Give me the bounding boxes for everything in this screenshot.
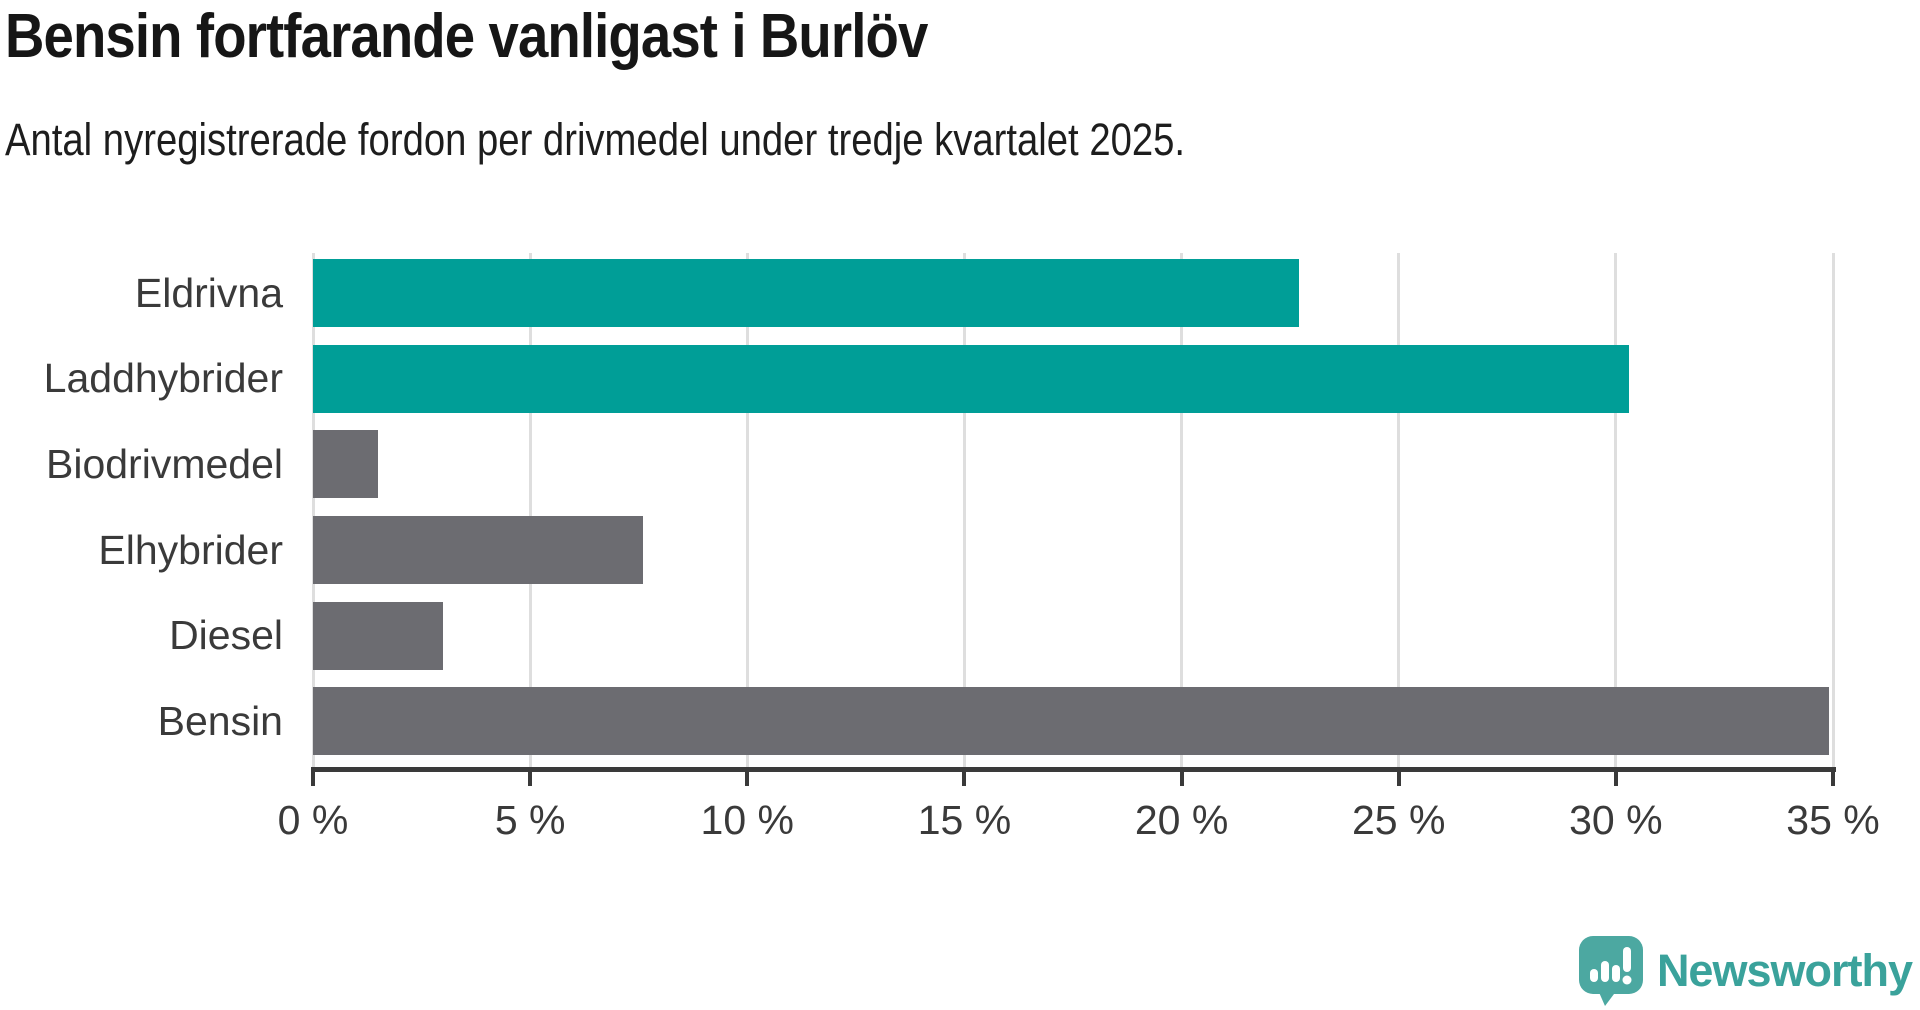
axis-tick: [1179, 772, 1184, 786]
logo-bar-medium: [1611, 965, 1620, 982]
logo-exclamation-stem: [1622, 947, 1631, 972]
gridline: [745, 253, 749, 767]
category-label: Elhybrider: [98, 526, 283, 573]
gridline: [1614, 253, 1618, 767]
x-tick-label: 10 %: [700, 797, 795, 843]
x-tick-label: 15 %: [917, 797, 1012, 843]
x-tick-label: 30 %: [1569, 797, 1663, 843]
category-label: Bensin: [157, 697, 283, 744]
x-tick-label: 0 %: [277, 797, 349, 843]
category-label: Eldrivna: [134, 269, 283, 316]
bar-laddhybrider: [313, 344, 1629, 413]
bar-bensin: [313, 687, 1829, 756]
chart-subtitle: Antal nyregistrerade fordon per drivmede…: [5, 114, 1186, 165]
x-tick-label: 20 %: [1134, 797, 1229, 843]
x-axis-line: [311, 767, 1836, 772]
axis-tick: [1613, 772, 1618, 786]
axis-tick: [962, 772, 967, 786]
gridline: [311, 253, 315, 767]
category-labels: Eldrivna Laddhybrider Biodrivmedel Elhybrid…: [0, 253, 283, 767]
plot-area: 0 % 5 % 10 % 15 % 20 % 25 % 30 % 35 %: [278, 253, 1880, 843]
newsworthy-logo: Newsworthy: [1578, 936, 1913, 1006]
gridline: [962, 253, 966, 767]
gridline: [1180, 253, 1184, 767]
bar-eldrivna: [313, 259, 1299, 327]
logo-bar-tall: [1600, 961, 1609, 982]
logo-exclamation-dot: [1622, 975, 1632, 985]
gridline: [528, 253, 532, 767]
axis-tick: [745, 772, 750, 786]
bar-elhybrider: [313, 516, 644, 584]
category-label: Diesel: [169, 612, 283, 659]
category-label: Biodrivmedel: [46, 440, 283, 487]
logo-text: Newsworthy: [1656, 945, 1913, 996]
category-label: Laddhybrider: [43, 355, 283, 402]
logo-bar-small: [1589, 969, 1598, 982]
axis-tick: [1831, 772, 1835, 786]
x-tick-label: 35 %: [1786, 797, 1880, 843]
gridline: [1831, 253, 1835, 767]
bar-diesel: [313, 601, 444, 670]
axis-tick: [311, 772, 315, 786]
newsworthy-logo-icon: [1578, 936, 1643, 1006]
axis-tick: [528, 772, 533, 786]
bar-biodrivmedel: [313, 430, 379, 499]
axis-tick: [1396, 772, 1401, 786]
x-tick-label: 5 %: [494, 797, 566, 843]
chart-title: Bensin fortfarande vanligast i Burlöv: [5, 2, 928, 71]
gridline: [1397, 253, 1401, 767]
x-tick-label: 25 %: [1351, 797, 1446, 843]
